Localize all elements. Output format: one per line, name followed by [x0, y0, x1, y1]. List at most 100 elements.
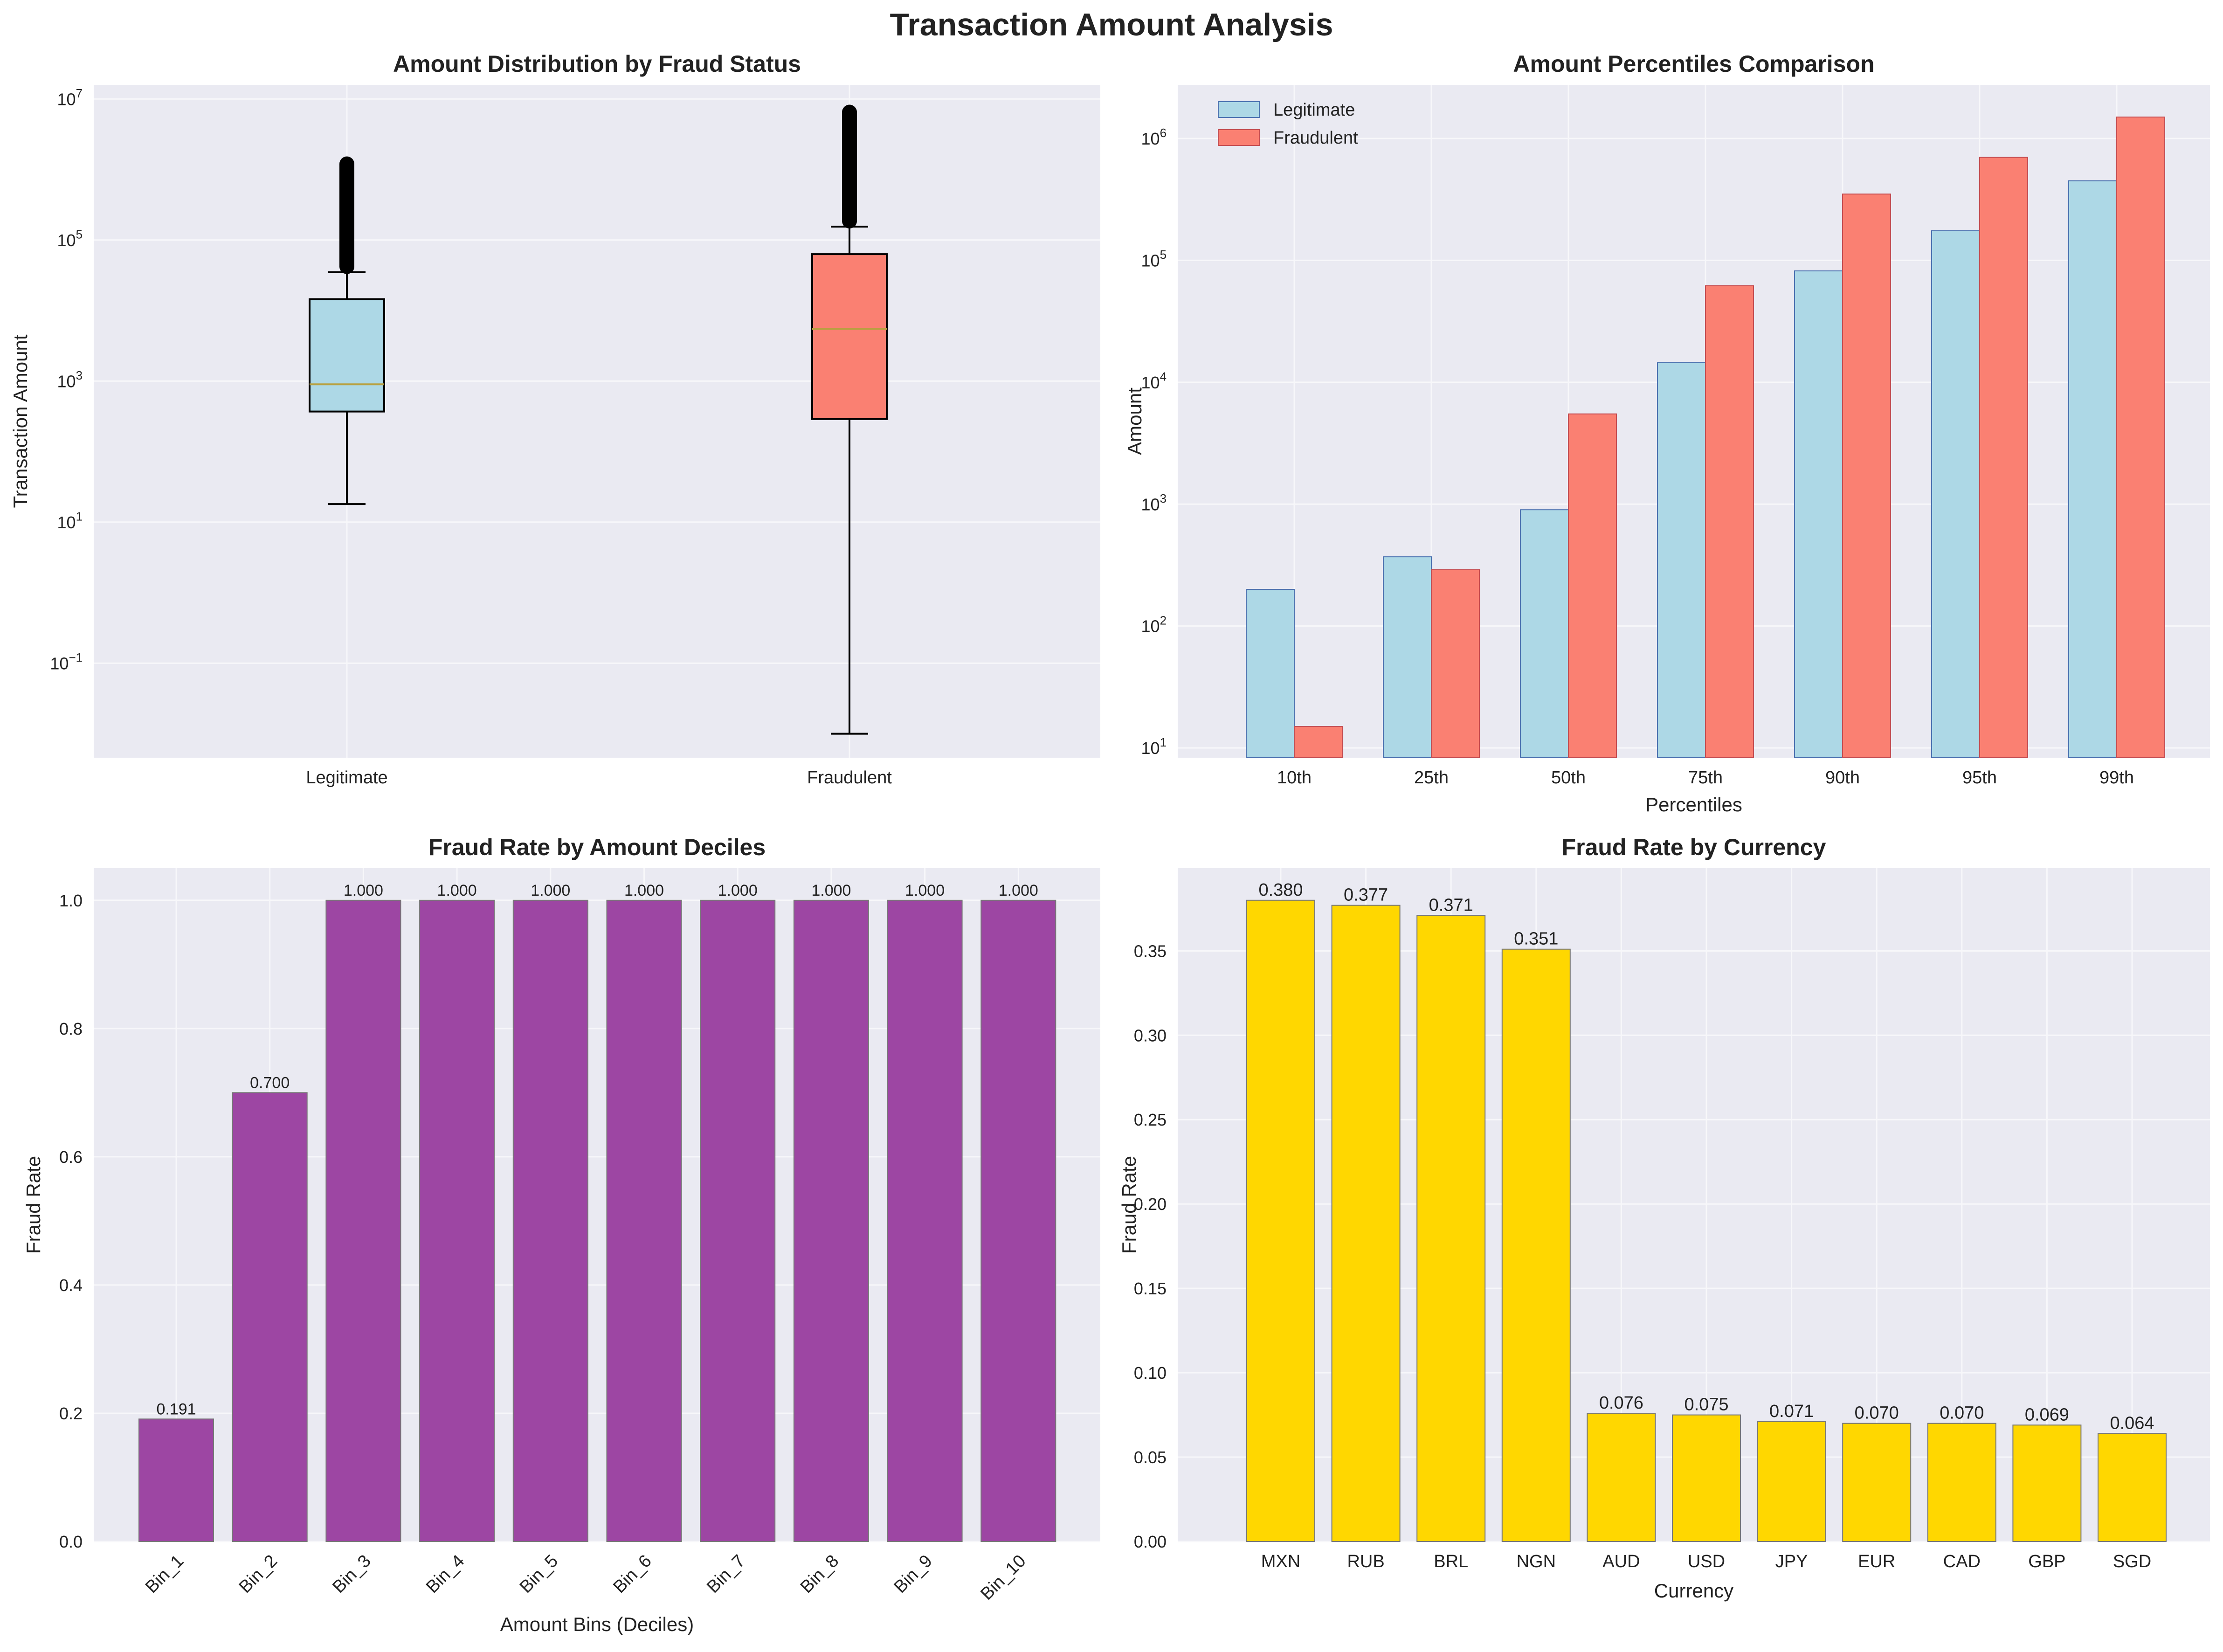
- x-tick-label: 25th: [1414, 768, 1449, 788]
- value-label: 0.380: [1258, 880, 1303, 900]
- value-label: 0.064: [2110, 1413, 2154, 1433]
- y-tick-label: 104: [1141, 371, 1167, 392]
- y-tick-label: 106: [1141, 127, 1167, 148]
- value-label: 0.071: [1769, 1402, 1814, 1421]
- x-tick-label: 95th: [1962, 768, 1997, 788]
- x-axis-label: Currency: [1654, 1580, 1733, 1602]
- bar-legitimate: [2068, 180, 2117, 758]
- x-tick-label: Bin_1: [142, 1551, 187, 1597]
- x-tick-label: JPY: [1775, 1552, 1808, 1571]
- value-label: 1.000: [905, 882, 945, 899]
- panel-title: Fraud Rate by Amount Deciles: [428, 834, 766, 860]
- value-label: 1.000: [999, 882, 1038, 899]
- value-label: 0.371: [1429, 895, 1473, 915]
- bar: [606, 899, 682, 1542]
- y-tick-label: 0.10: [1134, 1363, 1167, 1382]
- value-label: 0.377: [1344, 885, 1388, 905]
- value-label: 1.000: [531, 882, 570, 899]
- y-tick-label: 0.20: [1134, 1195, 1167, 1214]
- bar-fraudulent: [1294, 726, 1343, 759]
- x-tick-label: RUB: [1347, 1552, 1384, 1571]
- box: [811, 253, 888, 420]
- x-tick-label: 10th: [1277, 768, 1312, 788]
- bar: [887, 899, 963, 1542]
- value-label: 0.069: [2025, 1405, 2069, 1424]
- bar: [793, 899, 869, 1542]
- y-tick-label: 103: [1141, 492, 1167, 514]
- value-label: 0.700: [250, 1074, 290, 1092]
- bar: [138, 1418, 214, 1542]
- x-tick-label: Bin_5: [516, 1551, 562, 1597]
- y-tick-label: 0.05: [1134, 1448, 1167, 1467]
- x-tick-label: Bin_9: [891, 1551, 936, 1597]
- bar: [700, 899, 776, 1542]
- y-tick-label: 103: [57, 369, 83, 391]
- x-tick-label: AUD: [1602, 1552, 1640, 1571]
- y-axis-label: Fraud Rate: [22, 1156, 44, 1254]
- bar: [2012, 1424, 2082, 1542]
- bar: [512, 899, 588, 1542]
- value-label: 0.076: [1599, 1393, 1643, 1413]
- x-tick-label: 90th: [1825, 768, 1860, 788]
- x-tick-label: Bin_2: [235, 1551, 281, 1597]
- y-tick-label: 0.0: [59, 1532, 83, 1551]
- y-axis-label: Fraud Rate: [1118, 1156, 1140, 1254]
- legend-swatch: [1218, 101, 1260, 118]
- x-tick-label: USD: [1688, 1552, 1725, 1571]
- bar-legitimate: [1657, 362, 1706, 758]
- x-tick-label: Bin_4: [422, 1551, 468, 1597]
- bar: [1501, 948, 1571, 1542]
- value-label: 1.000: [811, 882, 851, 899]
- value-label: 0.191: [156, 1400, 196, 1418]
- x-tick-label: GBP: [2028, 1552, 2065, 1571]
- decile-bar-panel: Fraud Rate by Amount Deciles Fraud Rate Am…: [22, 834, 1100, 1635]
- bar: [232, 1092, 308, 1542]
- y-axis-label: Amount: [1124, 387, 1146, 455]
- value-label: 0.070: [1940, 1403, 1984, 1423]
- panel-title: Amount Distribution by Fraud Status: [393, 51, 801, 77]
- bar: [325, 899, 401, 1542]
- bar: [419, 899, 495, 1542]
- bar: [980, 899, 1056, 1542]
- y-tick-label: 102: [1141, 614, 1167, 636]
- currency-bar-panel: Fraud Rate by Currency Fraud Rate Currency…: [1118, 834, 2210, 1602]
- y-tick-label: 1.0: [59, 891, 83, 910]
- bar: [1331, 905, 1401, 1542]
- bar: [1587, 1412, 1656, 1542]
- x-tick-label: NGN: [1517, 1552, 1556, 1571]
- y-tick-label: 0.00: [1134, 1532, 1167, 1551]
- boxplot-panel: Amount Distribution by Fraud Status Trans…: [9, 51, 1100, 788]
- panel-title: Amount Percentiles Comparison: [1513, 51, 1874, 77]
- value-label: 0.070: [1855, 1403, 1899, 1423]
- x-tick-label: Bin_6: [609, 1551, 655, 1597]
- bar: [2098, 1433, 2167, 1542]
- bar: [1927, 1423, 1996, 1542]
- bar: [1672, 1414, 1741, 1542]
- x-axis-label: Amount Bins (Deciles): [500, 1613, 694, 1635]
- y-tick-label: 0.25: [1134, 1110, 1167, 1129]
- x-tick-label: Bin_10: [977, 1551, 1029, 1604]
- bar: [1246, 899, 1315, 1542]
- y-tick-label: 101: [1141, 736, 1167, 758]
- y-tick-label: 0.30: [1134, 1026, 1167, 1045]
- bar: [1416, 915, 1486, 1542]
- value-label: 1.000: [437, 882, 477, 899]
- x-tick-label: 99th: [2099, 768, 2134, 788]
- x-tick-label: MXN: [1261, 1552, 1300, 1571]
- legend-swatch: [1218, 129, 1260, 146]
- x-tick-label: Bin_7: [703, 1551, 749, 1597]
- bar-legitimate: [1794, 270, 1843, 758]
- value-label: 0.075: [1684, 1395, 1728, 1415]
- y-tick-label: 107: [57, 87, 83, 109]
- bar-fraudulent: [2116, 116, 2165, 759]
- x-tick-label: Bin_8: [797, 1551, 842, 1597]
- bar-fraudulent: [1568, 413, 1617, 758]
- x-tick-label: CAD: [1943, 1552, 1981, 1571]
- bar-legitimate: [1520, 509, 1569, 759]
- y-tick-label: 0.4: [59, 1276, 83, 1295]
- bar-fraudulent: [1979, 157, 2028, 758]
- bar-legitimate: [1383, 556, 1432, 758]
- panel-title: Fraud Rate by Currency: [1562, 834, 1826, 860]
- x-tick-label: EUR: [1858, 1552, 1895, 1571]
